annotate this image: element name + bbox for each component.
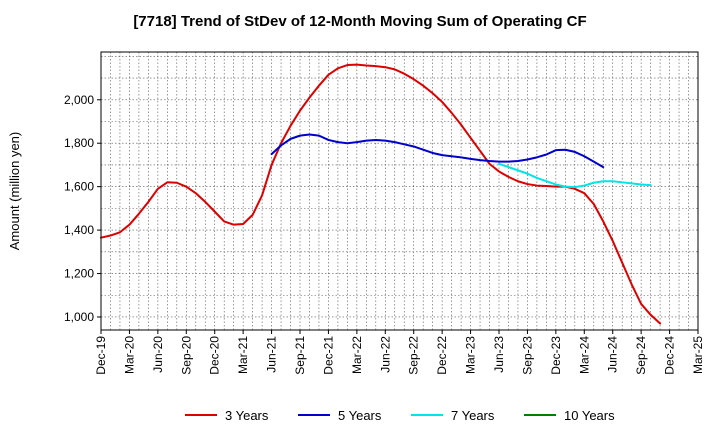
x-tick-label: Sep-21 bbox=[293, 336, 307, 375]
x-tick-label: Dec-23 bbox=[549, 336, 563, 375]
y-tick-label: 1,600 bbox=[64, 180, 94, 194]
x-tick-label: Jun-20 bbox=[151, 336, 165, 373]
series-line-5-years bbox=[270, 133, 605, 169]
x-tick-label: Jun-22 bbox=[378, 336, 392, 373]
legend-label-10-years: 10 Years bbox=[564, 408, 615, 423]
y-tick-label: 1,800 bbox=[64, 136, 94, 150]
grid-lines bbox=[100, 52, 699, 330]
x-tick-label: Sep-22 bbox=[407, 336, 421, 375]
chart-title: [7718] Trend of StDev of 12-Month Moving… bbox=[133, 13, 586, 30]
y-tick-label: 1,000 bbox=[64, 310, 94, 324]
x-tick-label: Mar-20 bbox=[122, 336, 136, 374]
y-axis-label: Amount (million yen) bbox=[7, 132, 22, 251]
x-tick-label: Mar-25 bbox=[691, 336, 705, 374]
legend-label-3-years: 3 Years bbox=[225, 408, 269, 423]
x-tick-label: Jun-24 bbox=[606, 336, 620, 373]
x-tick-label: Dec-22 bbox=[435, 336, 449, 375]
x-tick-label: Sep-23 bbox=[520, 336, 534, 375]
x-axis-ticks: Dec-19 Mar-20 Jun-20 Sep-20 Dec-20 Mar-21 Jun-… bbox=[94, 330, 705, 375]
x-tick-label: Dec-24 bbox=[663, 336, 677, 375]
x-tick-label: Jun-21 bbox=[265, 336, 279, 373]
y-tick-label: 2,000 bbox=[64, 93, 94, 107]
legend-label-5-years: 5 Years bbox=[338, 408, 382, 423]
legend-label-7-years: 7 Years bbox=[451, 408, 495, 423]
x-tick-label: Jun-23 bbox=[492, 336, 506, 373]
plot-area-frame bbox=[100, 51, 699, 331]
y-tick-label: 1,200 bbox=[64, 267, 94, 281]
x-tick-label: Sep-20 bbox=[179, 336, 193, 375]
y-tick-label: 1,400 bbox=[64, 223, 94, 237]
series-line-3-years bbox=[100, 63, 662, 325]
x-tick-label: Mar-22 bbox=[350, 336, 364, 374]
series-lines bbox=[100, 63, 662, 325]
series-line-7-years bbox=[498, 162, 652, 189]
x-tick-label: Mar-21 bbox=[236, 336, 250, 374]
x-tick-label: Mar-23 bbox=[464, 336, 478, 374]
legend: 3 Years 5 Years 7 Years 10 Years bbox=[185, 408, 615, 423]
y-axis-ticks: 1,000 1,200 1,400 1,600 1,800 2,000 bbox=[64, 93, 101, 324]
x-tick-label: Dec-20 bbox=[208, 336, 222, 375]
x-tick-label: Mar-24 bbox=[577, 336, 591, 374]
x-tick-label: Dec-21 bbox=[321, 336, 335, 375]
x-tick-label: Sep-24 bbox=[634, 336, 648, 375]
x-tick-label: Dec-19 bbox=[94, 336, 108, 375]
